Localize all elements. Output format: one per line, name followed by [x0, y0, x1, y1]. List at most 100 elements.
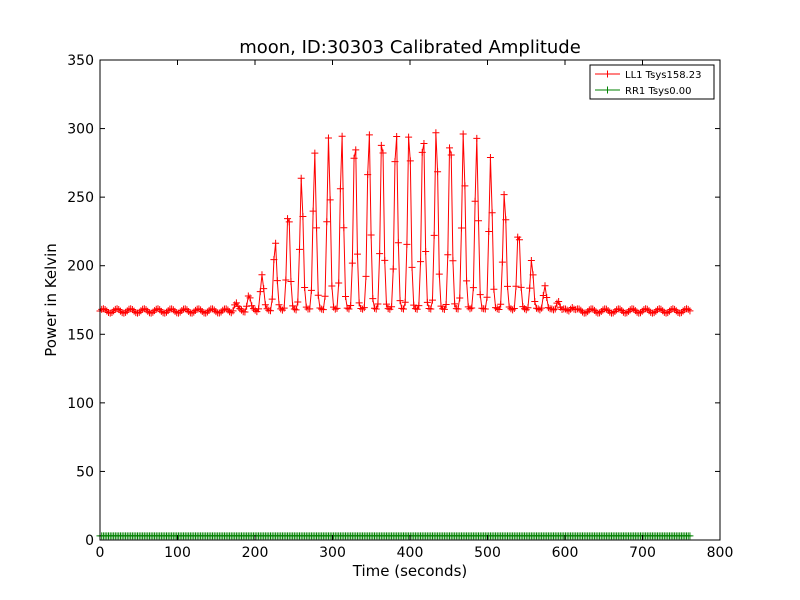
data-point: [425, 305, 433, 313]
data-point: [483, 293, 491, 301]
series-layer: [96, 129, 694, 540]
data-point: [538, 304, 546, 312]
data-point: [362, 272, 370, 280]
data-point: [323, 218, 331, 226]
data-point: [169, 306, 177, 314]
data-point: [178, 307, 186, 315]
data-point: [398, 304, 406, 312]
data-point: [468, 304, 476, 312]
data-point: [376, 250, 384, 258]
data-point: [444, 251, 452, 259]
data-point: [342, 292, 350, 300]
data-point: [162, 308, 170, 316]
x-axis-label: Time (seconds): [352, 562, 468, 580]
data-point: [289, 302, 297, 310]
data-point: [606, 308, 614, 316]
data-point: [183, 306, 191, 314]
data-point: [311, 149, 319, 157]
data-point: [260, 285, 268, 293]
data-point: [517, 283, 525, 291]
data-point: [210, 306, 218, 314]
data-point: [493, 305, 501, 313]
data-point: [191, 306, 199, 314]
data-point: [512, 282, 520, 290]
data-point: [280, 304, 288, 312]
data-point: [244, 292, 252, 300]
data-point: [643, 305, 651, 313]
data-point: [292, 306, 300, 314]
data-point: [589, 305, 597, 313]
data-point: [623, 309, 631, 317]
data-point: [599, 306, 607, 314]
y-tick-label: 100: [67, 396, 94, 412]
data-point: [451, 300, 459, 308]
data-point: [478, 304, 486, 312]
data-point: [497, 300, 505, 308]
data-point: [490, 285, 498, 293]
data-point: [347, 301, 355, 309]
data-point: [664, 309, 672, 317]
data-point: [413, 305, 421, 313]
data-point: [650, 309, 658, 317]
legend-marker-ll1: [604, 70, 611, 78]
y-tick-label: 350: [67, 53, 94, 69]
data-point: [217, 308, 225, 316]
data-point: [295, 245, 303, 253]
data-point: [185, 307, 193, 315]
plot-frame: [99, 59, 721, 541]
data-point: [602, 305, 610, 313]
data-point: [241, 308, 249, 316]
data-point: [481, 305, 489, 313]
data-point: [331, 305, 339, 313]
data-point: [307, 286, 315, 294]
data-point: [299, 213, 307, 221]
data-point: [335, 279, 343, 287]
data-point: [275, 301, 283, 309]
series-ll1: [96, 129, 694, 317]
data-point: [382, 300, 390, 308]
data-point: [582, 309, 590, 317]
y-tick-label: 150: [67, 327, 94, 343]
data-point: [203, 308, 211, 316]
data-point: [463, 277, 471, 285]
data-point: [418, 148, 426, 156]
data-point: [324, 134, 332, 142]
data-point: [336, 185, 344, 193]
data-point: [142, 306, 150, 314]
data-point: [495, 306, 503, 314]
data-point: [355, 299, 363, 307]
x-tick-label: 300: [319, 545, 346, 561]
data-point: [328, 282, 336, 290]
data-point: [423, 298, 431, 306]
data-point: [365, 131, 373, 139]
data-point: [290, 305, 298, 313]
data-point: [135, 308, 143, 316]
data-point: [432, 129, 440, 137]
data-point: [473, 134, 481, 142]
data-point: [420, 139, 428, 147]
data-point: [657, 305, 665, 313]
data-point: [521, 305, 529, 313]
data-point: [613, 306, 621, 314]
data-point: [321, 292, 329, 300]
data-point: [399, 305, 407, 313]
data-point: [115, 305, 123, 313]
data-point: [294, 298, 302, 306]
data-point: [469, 284, 477, 292]
data-point: [359, 305, 367, 313]
data-point: [440, 305, 448, 313]
data-point: [157, 307, 165, 315]
legend-label-rr1: RR1 Tsys0.00: [625, 86, 692, 97]
data-point: [268, 295, 276, 303]
data-point: [572, 306, 580, 314]
data-point: [352, 146, 360, 154]
ticks-layer: 0 100 200 300 400 500 600 700 800 0 50 100 150 200 250…: [67, 53, 733, 561]
data-point: [609, 309, 617, 317]
data-point: [565, 307, 573, 315]
data-point: [333, 304, 341, 312]
data-point: [430, 231, 438, 239]
data-point: [485, 227, 493, 235]
data-point: [434, 168, 442, 176]
data-point: [428, 296, 436, 304]
